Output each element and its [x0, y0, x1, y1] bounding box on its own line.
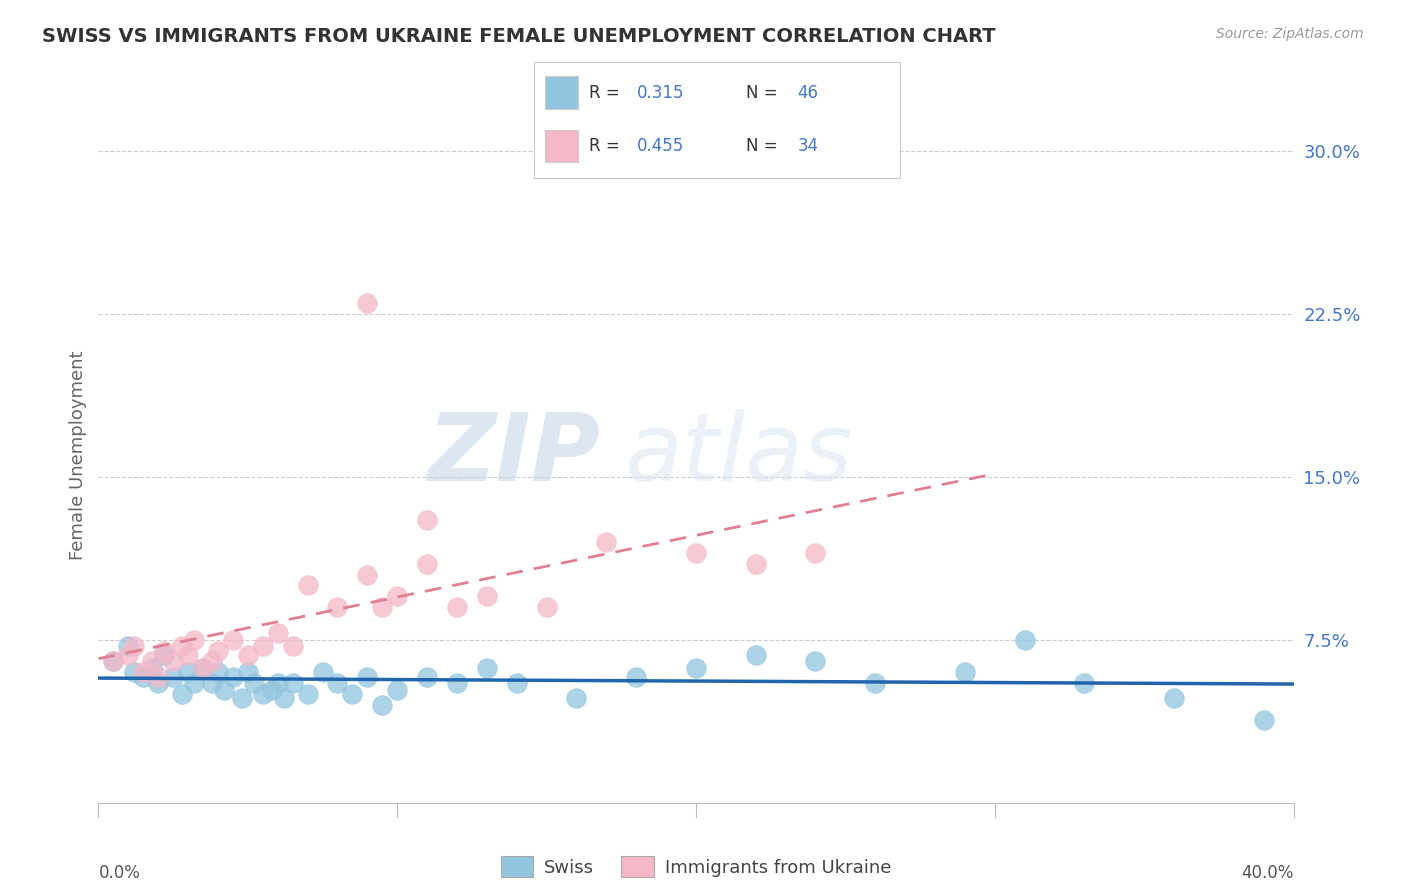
Text: 40.0%: 40.0% [1241, 863, 1294, 881]
Point [506, 676, 529, 690]
Legend: Swiss, Immigrants from Ukraine: Swiss, Immigrants from Ukraine [494, 849, 898, 884]
Point [281, 639, 304, 653]
Point [446, 600, 468, 615]
Point [311, 665, 333, 680]
Point [124, 639, 146, 653]
Point [103, 655, 125, 669]
Point [172, 687, 194, 701]
Point [207, 665, 229, 680]
Point [565, 691, 588, 706]
Point [252, 639, 274, 653]
Text: R =: R = [589, 84, 626, 102]
Point [281, 676, 304, 690]
Point [685, 546, 707, 560]
Point [326, 676, 349, 690]
Point [177, 665, 200, 680]
Point [222, 670, 245, 684]
Point [326, 600, 349, 615]
Point [356, 670, 378, 684]
Point [252, 687, 274, 701]
Point [141, 655, 163, 669]
Point [212, 682, 235, 697]
Point [342, 687, 364, 701]
Point [177, 648, 200, 662]
Point [804, 546, 827, 560]
Point [267, 676, 290, 690]
Point [371, 698, 394, 712]
Point [685, 661, 707, 675]
Point [745, 648, 768, 662]
Point [162, 670, 184, 684]
Point [103, 655, 125, 669]
Point [141, 661, 163, 675]
Text: 46: 46 [797, 84, 818, 102]
Point [297, 578, 319, 592]
Point [222, 632, 245, 647]
Point [1253, 713, 1275, 727]
Point [356, 567, 378, 582]
Point [132, 665, 155, 680]
Text: 0.315: 0.315 [637, 84, 685, 102]
Text: SWISS VS IMMIGRANTS FROM UKRAINE FEMALE UNEMPLOYMENT CORRELATION CHART: SWISS VS IMMIGRANTS FROM UKRAINE FEMALE … [42, 27, 995, 45]
Text: 34: 34 [797, 137, 818, 155]
Point [475, 589, 498, 603]
Text: Source: ZipAtlas.com: Source: ZipAtlas.com [1216, 27, 1364, 41]
Point [273, 691, 295, 706]
Point [148, 676, 170, 690]
Point [162, 655, 184, 669]
Point [117, 648, 139, 662]
Point [1163, 691, 1185, 706]
FancyBboxPatch shape [546, 129, 578, 162]
Point [416, 557, 439, 571]
Point [953, 665, 976, 680]
Point [297, 687, 319, 701]
Point [201, 676, 224, 690]
Point [260, 682, 283, 697]
Point [865, 676, 887, 690]
Point [183, 632, 205, 647]
Point [148, 670, 170, 684]
Text: ZIP: ZIP [427, 409, 600, 501]
Point [183, 676, 205, 690]
Point [1073, 676, 1095, 690]
Point [207, 643, 229, 657]
Text: R =: R = [589, 137, 626, 155]
Y-axis label: Female Unemployment: Female Unemployment [69, 351, 87, 559]
Point [624, 670, 647, 684]
Point [416, 513, 439, 527]
Point [236, 648, 259, 662]
Point [804, 655, 827, 669]
Text: 0.455: 0.455 [637, 137, 683, 155]
Text: atlas: atlas [624, 409, 852, 500]
Point [172, 639, 194, 653]
Point [475, 661, 498, 675]
Point [201, 655, 224, 669]
Point [416, 670, 439, 684]
Text: 0.0%: 0.0% [98, 863, 141, 881]
Point [446, 676, 468, 690]
Text: N =: N = [747, 84, 783, 102]
Point [356, 295, 378, 310]
Point [243, 676, 266, 690]
Point [595, 535, 617, 549]
Point [536, 600, 558, 615]
Text: N =: N = [747, 137, 783, 155]
Point [385, 682, 409, 697]
FancyBboxPatch shape [546, 77, 578, 109]
Point [191, 661, 214, 675]
Point [385, 589, 409, 603]
Point [153, 648, 176, 662]
Point [117, 639, 139, 653]
Point [132, 670, 155, 684]
Point [745, 557, 768, 571]
Point [231, 691, 253, 706]
Point [371, 600, 394, 615]
Point [153, 643, 176, 657]
Point [124, 665, 146, 680]
Point [267, 626, 290, 640]
Point [191, 661, 214, 675]
Point [1014, 632, 1036, 647]
Point [236, 665, 259, 680]
